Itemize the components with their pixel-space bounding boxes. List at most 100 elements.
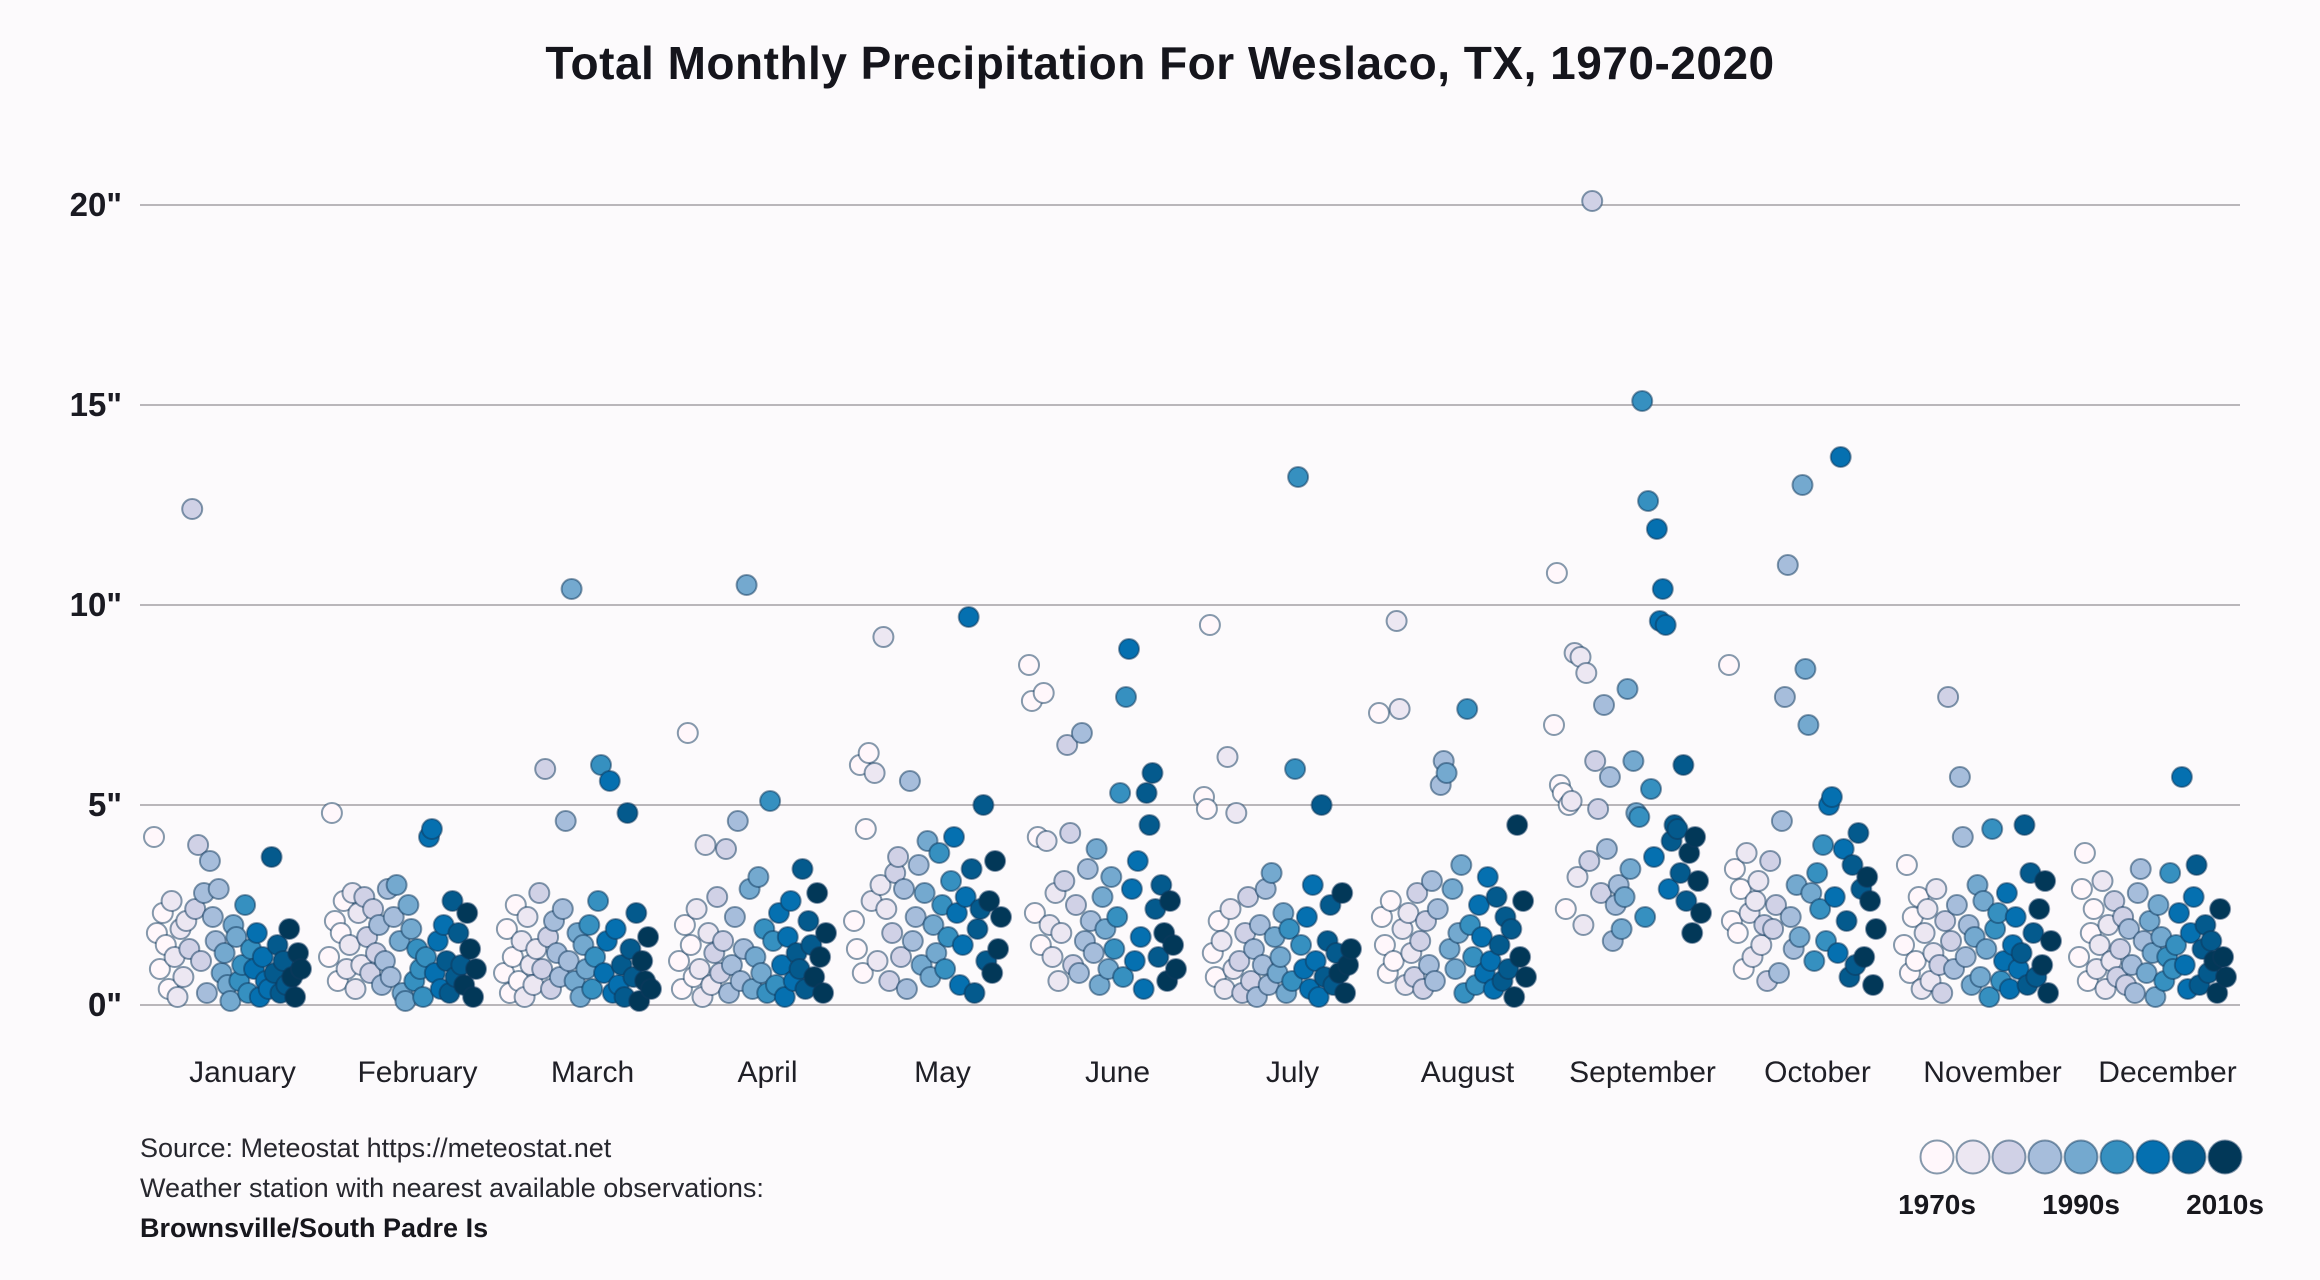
data-point bbox=[1120, 878, 1143, 900]
data-point bbox=[160, 890, 183, 912]
data-point bbox=[2147, 894, 2170, 916]
data-point bbox=[1397, 902, 1420, 924]
data-point bbox=[344, 978, 367, 1000]
data-point bbox=[1925, 878, 1948, 900]
data-point bbox=[181, 498, 204, 520]
data-point bbox=[1826, 942, 1849, 964]
data-point bbox=[1310, 794, 1333, 816]
data-point bbox=[2091, 870, 2114, 892]
data-point bbox=[1859, 890, 1882, 912]
data-point bbox=[587, 890, 610, 912]
data-point bbox=[1631, 390, 1654, 412]
data-point bbox=[320, 802, 343, 824]
y-tick-label-5: 5" bbox=[88, 786, 122, 823]
data-point bbox=[1797, 714, 1820, 736]
data-points bbox=[143, 190, 2237, 1012]
data-point bbox=[1506, 814, 1529, 836]
data-point bbox=[2013, 814, 2036, 836]
data-point bbox=[1237, 886, 1260, 908]
data-point bbox=[815, 922, 837, 944]
data-point bbox=[1913, 922, 1936, 944]
data-point bbox=[1554, 898, 1577, 920]
data-point bbox=[1595, 838, 1618, 860]
data-point bbox=[1260, 862, 1283, 884]
month-label-october: October bbox=[1764, 1056, 1871, 1089]
data-point bbox=[1053, 870, 1076, 892]
data-point bbox=[2185, 854, 2208, 876]
data-point bbox=[1578, 850, 1601, 872]
data-point bbox=[1954, 946, 1977, 968]
source-line-1: Source: Meteostat https://meteostat.net bbox=[140, 1133, 612, 1163]
month-label-september: September bbox=[1569, 1056, 1716, 1089]
data-point bbox=[1032, 682, 1055, 704]
data-point bbox=[845, 938, 868, 960]
data-point bbox=[881, 922, 904, 944]
data-point bbox=[1675, 890, 1698, 912]
data-point bbox=[1100, 866, 1123, 888]
data-point bbox=[1210, 930, 1233, 952]
data-point bbox=[901, 930, 924, 952]
data-point bbox=[668, 950, 690, 972]
y-tick-label-15: 15" bbox=[70, 386, 122, 423]
data-point bbox=[1572, 914, 1595, 936]
data-point bbox=[2028, 898, 2051, 920]
data-point bbox=[1862, 974, 1885, 996]
data-point bbox=[2209, 898, 2232, 920]
data-point bbox=[1047, 970, 1070, 992]
data-point bbox=[1645, 518, 1668, 540]
data-point bbox=[1065, 894, 1087, 916]
data-point bbox=[2126, 882, 2149, 904]
data-point bbox=[598, 770, 621, 792]
month-label-november: November bbox=[1923, 1056, 2061, 1089]
data-point bbox=[685, 898, 708, 920]
data-point bbox=[869, 874, 892, 896]
data-point bbox=[1723, 858, 1746, 880]
legend-swatch-8 bbox=[2207, 1139, 2243, 1175]
data-point bbox=[759, 790, 782, 812]
legend-swatch-2 bbox=[1991, 1139, 2027, 1175]
data-point bbox=[866, 950, 889, 972]
data-point bbox=[1334, 982, 1357, 1004]
data-point bbox=[1228, 950, 1251, 972]
data-point bbox=[1812, 834, 1835, 856]
data-point bbox=[990, 906, 1012, 928]
source-note: Source: Meteostat https://meteostat.net … bbox=[140, 1128, 764, 1248]
month-label-january: January bbox=[189, 1056, 296, 1089]
data-point bbox=[872, 626, 895, 648]
data-point bbox=[1853, 946, 1876, 968]
data-point bbox=[895, 978, 918, 1000]
data-point bbox=[1118, 638, 1140, 660]
data-point bbox=[694, 834, 717, 856]
data-point bbox=[1290, 934, 1312, 956]
data-point bbox=[1613, 886, 1636, 908]
data-point bbox=[195, 982, 218, 1004]
data-point bbox=[1776, 554, 1799, 576]
data-point bbox=[928, 842, 951, 864]
data-point bbox=[1981, 818, 2004, 840]
data-point bbox=[1198, 614, 1221, 636]
data-point bbox=[1931, 982, 1954, 1004]
data-point bbox=[207, 878, 230, 900]
data-point bbox=[1820, 786, 1843, 808]
data-point bbox=[1076, 858, 1099, 880]
data-point bbox=[1503, 986, 1526, 1008]
x-axis-month-labels: January February March April May June July Augu… bbox=[189, 1056, 2237, 1089]
data-point bbox=[1590, 882, 1612, 904]
data-point bbox=[1512, 890, 1535, 912]
data-point bbox=[1041, 946, 1064, 968]
data-point bbox=[2073, 842, 2096, 864]
data-point bbox=[166, 986, 189, 1008]
data-point bbox=[1085, 838, 1108, 860]
data-point bbox=[779, 890, 802, 912]
data-point bbox=[1560, 790, 1583, 812]
data-point bbox=[1829, 446, 1852, 468]
data-point bbox=[954, 886, 977, 908]
data-point bbox=[1759, 850, 1782, 872]
legend-label-1990s: 1990s bbox=[2042, 1189, 2120, 1220]
data-point bbox=[1278, 918, 1301, 940]
data-point bbox=[1995, 882, 2018, 904]
data-point bbox=[1159, 890, 1182, 912]
data-point bbox=[913, 882, 936, 904]
data-point bbox=[637, 926, 660, 948]
